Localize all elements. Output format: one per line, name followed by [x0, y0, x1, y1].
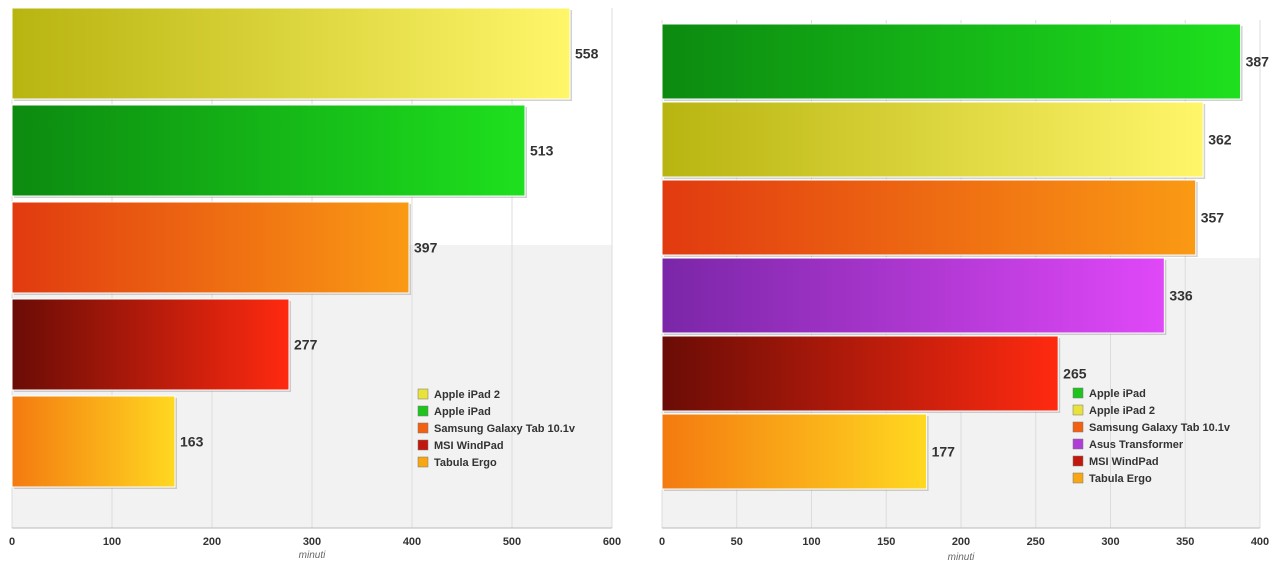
bar-value-label: 558	[575, 46, 599, 62]
legend-item-tabula-ergo: Tabula Ergo	[1089, 473, 1152, 485]
legend-item-apple-ipad-2: Apple iPad 2	[1089, 405, 1155, 417]
bar-apple-ipad-2-fill	[661, 101, 1204, 178]
bar-apple-ipad-fill	[661, 23, 1242, 100]
legend-item-apple-ipad: Apple iPad	[1089, 388, 1146, 400]
x-tick-label: 400	[403, 536, 421, 548]
legend-swatch-tabula-ergo	[417, 456, 429, 468]
x-tick-label: 300	[303, 536, 321, 548]
x-axis-title: minuti	[299, 550, 326, 561]
legend-item-msi-windpad: MSI WindPad	[434, 440, 504, 452]
legend-swatch-apple-ipad	[1072, 387, 1084, 399]
chart-left: 558 513 397 277 163 0 100 200 300 400 500 600 minuti…	[9, 7, 621, 561]
bar-msi-windpad: 265	[661, 335, 1087, 413]
bar-value-label: 397	[414, 240, 438, 256]
legend-swatch-apple-ipad	[417, 405, 429, 417]
legend-swatch-apple-ipad-2	[417, 388, 429, 400]
legend: Apple iPad 2 Apple iPad Samsung Galaxy Tab…	[417, 388, 576, 469]
chart-right: 387 362 357 336 265 177 0 50 100 150 200 250 300 350 4…	[659, 20, 1269, 563]
bar-asus-transformer-fill	[661, 257, 1165, 334]
bar-samsung-galaxy-tab-10-1v-fill	[11, 201, 410, 294]
bar-value-label: 387	[1246, 54, 1270, 70]
x-tick-label: 600	[603, 536, 621, 548]
bar-value-label: 357	[1201, 210, 1225, 226]
bar-value-label: 277	[294, 337, 318, 353]
bar-value-label: 177	[932, 444, 956, 460]
bar-msi-windpad: 277	[11, 298, 318, 392]
legend: Apple iPad Apple iPad 2 Samsung Galaxy Tab…	[1072, 387, 1231, 485]
x-tick-label: 100	[103, 536, 121, 548]
bar-apple-ipad-2: 558	[11, 7, 599, 101]
bar-samsung-galaxy-tab-10-1v-fill	[661, 179, 1197, 256]
x-tick-label: 50	[731, 536, 743, 548]
legend-swatch-tabula-ergo	[1072, 472, 1084, 484]
bar-value-label: 362	[1208, 132, 1232, 148]
legend-item-apple-ipad: Apple iPad	[434, 406, 491, 418]
legend-swatch-msi-windpad	[1072, 455, 1084, 467]
legend-item-apple-ipad-2: Apple iPad 2	[434, 389, 500, 401]
bar-tabula-ergo-fill	[661, 413, 928, 490]
x-axis-title: minuti	[948, 552, 975, 563]
legend-swatch-asus-transformer	[1072, 438, 1084, 450]
x-tick-label: 300	[1101, 536, 1119, 548]
x-tick-label: 400	[1251, 536, 1269, 548]
bar-tabula-ergo-fill	[11, 395, 176, 488]
x-tick-label: 250	[1027, 536, 1045, 548]
x-tick-label: 500	[503, 536, 521, 548]
legend-item-tabula-ergo: Tabula Ergo	[434, 457, 497, 469]
legend-swatch-samsung-galaxy-tab-10-1v	[417, 422, 429, 434]
bar-samsung-galaxy-tab-10-1v: 397	[11, 201, 438, 295]
bar-apple-ipad: 513	[11, 104, 554, 198]
bar-apple-ipad: 387	[661, 23, 1270, 101]
bar-msi-windpad-fill	[661, 335, 1059, 412]
bar-tabula-ergo: 177	[661, 413, 956, 491]
x-tick-label: 100	[802, 536, 820, 548]
x-tick-label: 0	[9, 536, 15, 548]
bar-apple-ipad-2-fill	[11, 7, 571, 100]
bar-value-label: 163	[180, 434, 204, 450]
bar-samsung-galaxy-tab-10-1v: 357	[661, 179, 1225, 257]
legend-item-msi-windpad: MSI WindPad	[1089, 456, 1159, 468]
legend-item-samsung-galaxy-tab-10-1v: Samsung Galaxy Tab 10.1v	[1089, 422, 1231, 434]
legend-item-samsung-galaxy-tab-10-1v: Samsung Galaxy Tab 10.1v	[434, 423, 576, 435]
legend-swatch-samsung-galaxy-tab-10-1v	[1072, 421, 1084, 433]
x-tick-label: 200	[952, 536, 970, 548]
bar-apple-ipad-2: 362	[661, 101, 1232, 179]
bar-value-label: 513	[530, 143, 554, 159]
bar-msi-windpad-fill	[11, 298, 290, 391]
bar-value-label: 265	[1063, 366, 1087, 382]
legend-swatch-msi-windpad	[417, 439, 429, 451]
x-tick-label: 0	[659, 536, 665, 548]
x-tick-label: 350	[1176, 536, 1194, 548]
legend-item-asus-transformer: Asus Transformer	[1089, 439, 1184, 451]
legend-swatch-apple-ipad-2	[1072, 404, 1084, 416]
x-tick-label: 150	[877, 536, 895, 548]
x-tick-label: 200	[203, 536, 221, 548]
bar-value-label: 336	[1169, 288, 1193, 304]
bar-apple-ipad-fill	[11, 104, 526, 197]
bar-tabula-ergo: 163	[11, 395, 204, 489]
bar-asus-transformer: 336	[661, 257, 1193, 335]
